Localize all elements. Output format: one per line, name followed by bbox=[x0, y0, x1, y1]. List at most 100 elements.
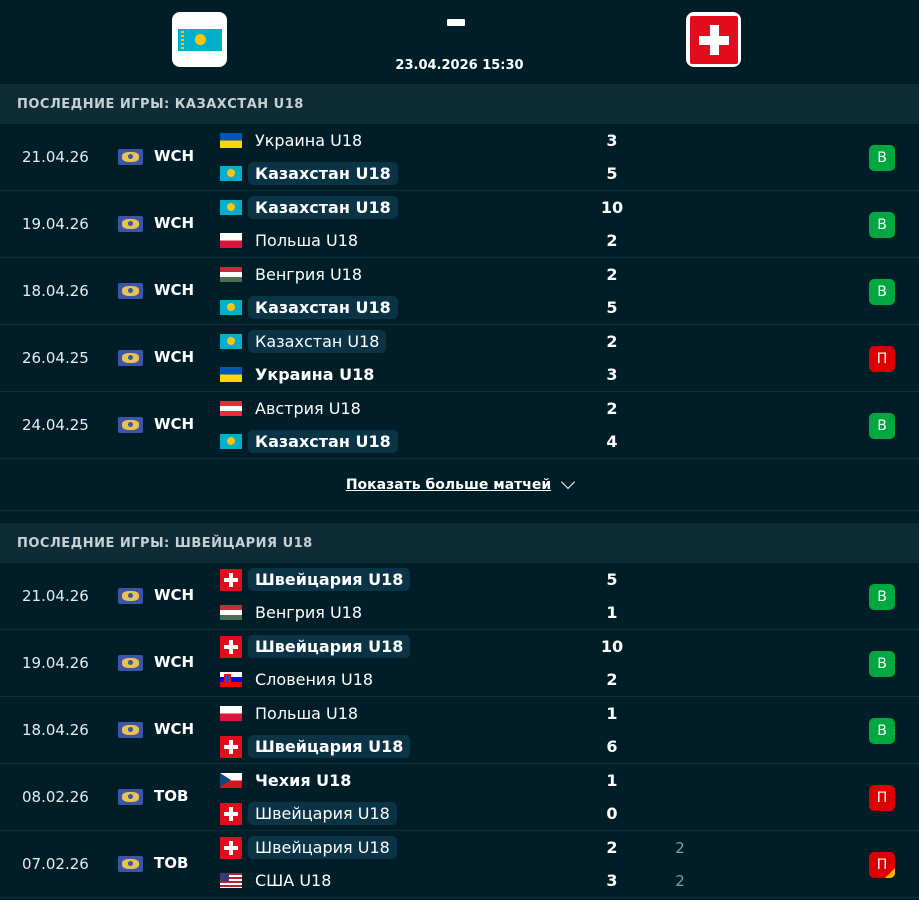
match-row[interactable]: 21.04.26 WCH Швейцария U18 5 Венгрия U18 1 В bbox=[0, 563, 919, 630]
away-period-score: 2 bbox=[675, 872, 685, 890]
home-team[interactable]: Польша U18 bbox=[220, 701, 365, 726]
away-team-name: Казахстан U18 bbox=[248, 430, 398, 453]
match-row[interactable]: 07.02.26 TOB Швейцария U18 2 2 США U18 3 2 П bbox=[0, 831, 919, 898]
home-team-name: Швейцария U18 bbox=[248, 836, 397, 859]
away-team[interactable]: Казахстан U18 bbox=[220, 161, 398, 186]
ch-flag-icon bbox=[220, 635, 242, 658]
kz-flag-icon bbox=[220, 300, 242, 315]
result-badge-label: П bbox=[876, 857, 888, 873]
away-team[interactable]: Польша U18 bbox=[220, 228, 365, 253]
home-team-name: Казахстан U18 bbox=[248, 196, 398, 219]
kz-flag-icon bbox=[220, 200, 242, 215]
away-team-name: Польша U18 bbox=[255, 231, 359, 250]
match-date: 26.04.25 bbox=[22, 349, 89, 367]
competition-name: WCH bbox=[154, 586, 195, 604]
ua-flag-icon bbox=[220, 367, 242, 382]
away-score: 2 bbox=[606, 231, 618, 250]
match-header: 23.04.2026 15:30 bbox=[0, 0, 919, 84]
competition-name: TOB bbox=[154, 787, 189, 805]
home-score: 2 bbox=[606, 332, 618, 351]
home-team-name: Чехия U18 bbox=[255, 771, 352, 790]
away-score: 4 bbox=[606, 432, 618, 451]
match-row[interactable]: 26.04.25 WCH Казахстан U18 2 Украина U18 3 П bbox=[0, 325, 919, 392]
competition-icon bbox=[118, 655, 143, 671]
result-badge-label: В bbox=[877, 589, 887, 605]
home-score: 5 bbox=[606, 570, 618, 589]
competition-icon bbox=[118, 789, 143, 805]
result-badge-label: В bbox=[877, 656, 887, 672]
home-team-name: Польша U18 bbox=[255, 704, 359, 723]
show-more-matches-link[interactable]: Показать больше матчей bbox=[345, 474, 576, 493]
match-row[interactable]: 08.02.26 TOB Чехия U18 1 Швейцария U18 0 П bbox=[0, 764, 919, 831]
away-score: 1 bbox=[606, 603, 618, 622]
home-team[interactable]: Казахстан U18 bbox=[220, 329, 387, 354]
away-team[interactable]: Словения U18 bbox=[220, 667, 380, 692]
match-date: 21.04.26 bbox=[22, 148, 89, 166]
home-team[interactable]: Австрия U18 bbox=[220, 396, 368, 421]
away-team[interactable]: США U18 bbox=[220, 868, 338, 893]
away-team[interactable]: Швейцария U18 bbox=[220, 734, 411, 759]
result-badge-label: В bbox=[877, 418, 887, 434]
match-date: 18.04.26 bbox=[22, 721, 89, 739]
competition-name: WCH bbox=[154, 281, 195, 299]
competition-icon bbox=[118, 216, 143, 232]
result-badge: В bbox=[869, 651, 895, 677]
match-row[interactable]: 19.04.26 WCH Казахстан U18 10 Польша U18 2 В bbox=[0, 191, 919, 258]
chevron-down-icon bbox=[561, 474, 576, 489]
home-team-name: Австрия U18 bbox=[255, 399, 361, 418]
result-badge: В bbox=[869, 584, 895, 610]
overtime-corner-icon bbox=[885, 868, 895, 878]
match-date: 07.02.26 bbox=[22, 855, 89, 873]
home-team[interactable]: Швейцария U18 bbox=[220, 835, 397, 860]
away-team[interactable]: Украина U18 bbox=[220, 362, 381, 387]
home-score: 2 bbox=[606, 399, 618, 418]
home-team[interactable]: Украина U18 bbox=[220, 128, 369, 153]
match-date: 21.04.26 bbox=[22, 587, 89, 605]
cz-flag-icon bbox=[220, 773, 242, 788]
home-team[interactable]: Швейцария U18 bbox=[220, 634, 411, 659]
hu-flag-icon bbox=[220, 267, 242, 282]
home-team-crest[interactable] bbox=[172, 12, 227, 67]
section-header: ПОСЛЕДНИЕ ИГРЫ: КАЗАХСТАН U18 bbox=[0, 84, 919, 124]
away-team[interactable]: Казахстан U18 bbox=[220, 429, 398, 454]
result-badge: В bbox=[869, 718, 895, 744]
match-row[interactable]: 19.04.26 WCH Швейцария U18 10 Словения U18 2 В bbox=[0, 630, 919, 697]
result-badge: В bbox=[869, 145, 895, 171]
competition-icon bbox=[118, 350, 143, 366]
competition-icon bbox=[118, 588, 143, 604]
away-team[interactable]: Швейцария U18 bbox=[220, 801, 397, 826]
match-row[interactable]: 18.04.26 WCH Польша U18 1 Швейцария U18 6 В bbox=[0, 697, 919, 764]
away-team-name: Словения U18 bbox=[255, 670, 374, 689]
result-badge-label: В bbox=[877, 723, 887, 739]
match-row[interactable]: 21.04.26 WCH Украина U18 3 Казахстан U18 5 В bbox=[0, 124, 919, 191]
away-team[interactable]: Казахстан U18 bbox=[220, 295, 398, 320]
show-more-label: Показать больше матчей bbox=[345, 476, 552, 493]
away-team-crest[interactable] bbox=[686, 12, 741, 67]
home-team[interactable]: Венгрия U18 bbox=[220, 262, 369, 287]
away-team[interactable]: Венгрия U18 bbox=[220, 600, 369, 625]
home-team[interactable]: Казахстан U18 bbox=[220, 195, 398, 220]
result-badge: В bbox=[869, 279, 895, 305]
home-period-score: 2 bbox=[675, 839, 685, 857]
home-team[interactable]: Чехия U18 bbox=[220, 768, 358, 793]
home-score: 10 bbox=[600, 198, 624, 217]
result-badge: В bbox=[869, 212, 895, 238]
match-row[interactable]: 18.04.26 WCH Венгрия U18 2 Казахстан U18 5 В bbox=[0, 258, 919, 325]
match-date: 08.02.26 bbox=[22, 788, 89, 806]
home-team-name: Казахстан U18 bbox=[248, 330, 387, 353]
match-date: 24.04.25 bbox=[22, 416, 89, 434]
switzerland-flag-icon bbox=[689, 15, 738, 64]
competition-icon bbox=[118, 417, 143, 433]
last-games-content: ПОСЛЕДНИЕ ИГРЫ: КАЗАХСТАН U18 21.04.26 WCH… bbox=[0, 84, 919, 898]
result-badge-label: П bbox=[876, 351, 888, 367]
away-score: 3 bbox=[606, 871, 618, 890]
away-team-name: Венгрия U18 bbox=[255, 603, 363, 622]
home-score: 2 bbox=[606, 838, 618, 857]
competition-name: WCH bbox=[154, 653, 195, 671]
kazakhstan-flag-icon bbox=[177, 28, 222, 51]
hu-flag-icon bbox=[220, 605, 242, 620]
home-team[interactable]: Швейцария U18 bbox=[220, 567, 411, 592]
match-row[interactable]: 24.04.25 WCH Австрия U18 2 Казахстан U18 4 В bbox=[0, 392, 919, 459]
competition-icon bbox=[118, 283, 143, 299]
section-gap bbox=[0, 511, 919, 523]
